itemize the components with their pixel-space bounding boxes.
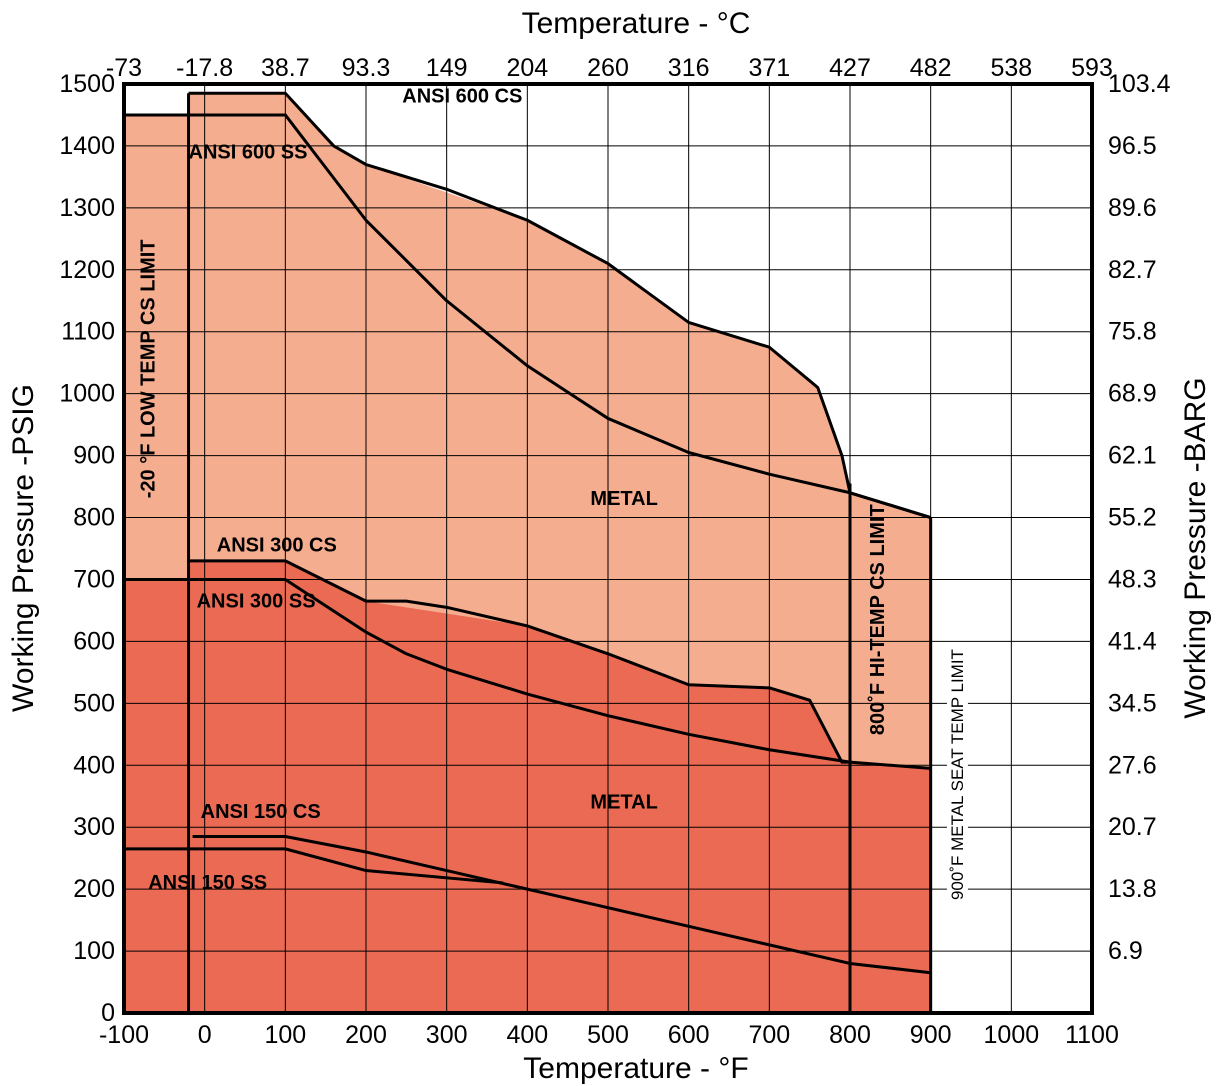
y2-tick-label-9: 68.9: [1108, 380, 1157, 408]
y-tick-label-0: 0: [101, 999, 115, 1027]
y-tick-label-7: 700: [73, 565, 115, 593]
series-label-ansi-300-cs: ANSI 300 CS: [217, 535, 337, 557]
y-tick-label-3: 300: [73, 813, 115, 841]
x2-tick-label-0: -73: [106, 54, 142, 82]
x2-tick-label-7: 316: [668, 54, 710, 82]
y-tick-label-11: 1100: [61, 318, 115, 346]
series-label-ansi-300-ss: ANSI 300 SS: [197, 590, 316, 612]
y-tick-label-6: 600: [73, 627, 115, 655]
x-tick-label-6: 500: [587, 1021, 629, 1049]
y-tick-label-2: 200: [73, 875, 115, 903]
y2-axis-title: Working Pressure -BARG: [1179, 377, 1212, 718]
y-tick-label-5: 500: [73, 689, 115, 717]
limits-layer: [187, 93, 933, 1013]
x-tick-label-4: 300: [426, 1021, 468, 1049]
x-tick-label-0: -100: [99, 1021, 149, 1049]
y2-tick-label-10: 75.8: [1108, 318, 1157, 346]
x2-tick-label-2: 38.7: [261, 54, 310, 82]
y2-tick-label-5: 41.4: [1108, 627, 1157, 655]
y-tick-label-10: 1000: [59, 380, 115, 408]
y2-tick-label-6: 48.3: [1108, 565, 1157, 593]
y2-tick-label-4: 34.5: [1108, 689, 1157, 717]
y2-tick-label-11: 82.7: [1108, 256, 1157, 284]
x2-tick-label-1: -17.8: [176, 54, 233, 82]
series-line-ansi-300-ss: [124, 577, 931, 770]
x-tick-label-2: 100: [264, 1021, 306, 1049]
x2-tick-label-5: 204: [506, 54, 548, 82]
y2-tick-label-1: 13.8: [1108, 875, 1157, 903]
x2-tick-label-11: 538: [990, 54, 1032, 82]
x2-tick-label-4: 149: [426, 54, 468, 82]
x-axis-title: Temperature - °F: [523, 1052, 748, 1085]
y-tick-label-8: 800: [73, 504, 115, 532]
x2-tick-label-10: 482: [910, 54, 952, 82]
limit-label-background: [946, 647, 968, 903]
y-tick-label-14: 1400: [59, 132, 115, 160]
x2-tick-label-6: 260: [587, 54, 629, 82]
x-tick-label-12: 1100: [1065, 1021, 1119, 1049]
x2-tick-label-9: 427: [829, 54, 871, 82]
x-tick-label-5: 400: [506, 1021, 548, 1049]
x2-tick-label-8: 371: [748, 54, 790, 82]
x2-axis-title: Temperature - °C: [522, 7, 751, 40]
y2-tick-label-7: 55.2: [1108, 504, 1157, 532]
x-tick-label-10: 900: [910, 1021, 952, 1049]
series-line-ansi-150-cs: [192, 834, 931, 975]
y2-tick-label-2: 20.7: [1108, 813, 1157, 841]
y2-tick-label-8: 62.1: [1108, 442, 1157, 470]
y2-tick-label-12: 89.6: [1108, 194, 1157, 222]
y-axis-title: Working Pressure -PSIG: [7, 384, 40, 712]
x-tick-label-3: 200: [345, 1021, 387, 1049]
series-label-ansi-150-ss: ANSI 150 SS: [148, 872, 267, 894]
series-line-ansi-150-ss: [124, 847, 504, 885]
y2-tick-label-13: 96.5: [1108, 132, 1157, 160]
x-tick-label-8: 700: [748, 1021, 790, 1049]
limit-label-20-f-low-temp-cs-limit: -20 °F LOW TEMP CS LIMIT: [138, 240, 160, 499]
ticks-layer: -100 -73 0 -17.8 100 38.7 200 93.3 300 149 400 204 5…: [59, 54, 1170, 1049]
y2-tick-label-0: 6.9: [1108, 937, 1143, 965]
plot-frame: [122, 82, 1094, 1015]
y2-tick-label-3: 27.6: [1108, 751, 1157, 779]
y-tick-label-4: 400: [73, 751, 115, 779]
series-layer: [124, 91, 932, 975]
x-tick-label-7: 600: [668, 1021, 710, 1049]
x-tick-label-1: 0: [198, 1021, 212, 1049]
labels-layer: METAL METAL ANSI 600 CS ANSI 600 SS ANSI 300…: [138, 86, 968, 903]
limit-label-800-f-hi-temp-cs-limit: 800˚F HI-TEMP CS LIMIT: [866, 504, 889, 735]
region-label-1: METAL: [590, 488, 657, 510]
series-label-ansi-600-ss: ANSI 600 SS: [189, 141, 308, 163]
x2-tick-label-12: 593: [1071, 54, 1113, 82]
y-tick-label-1: 100: [73, 937, 115, 965]
series-line-ansi-600-cs: [188, 91, 932, 519]
y-tick-label-15: 1500: [59, 70, 115, 98]
limit-label-900-f-metal-seat-temp-limit: 900˚F METAL SEAT TEMP LIMIT: [948, 649, 967, 900]
series-label-ansi-150-cs: ANSI 150 CS: [201, 801, 321, 823]
series-label-ansi-600-cs: ANSI 600 CS: [402, 86, 522, 108]
y-tick-label-12: 1200: [59, 256, 115, 284]
x2-tick-label-3: 93.3: [342, 54, 391, 82]
series-line-ansi-300-cs: [188, 559, 850, 764]
y-tick-label-9: 900: [73, 442, 115, 470]
series-line-ansi-600-ss: [124, 113, 932, 519]
x-tick-label-9: 800: [829, 1021, 871, 1049]
region-label-2: METAL: [590, 792, 657, 814]
y-tick-label-13: 1300: [59, 194, 115, 222]
y2-tick-label-14: 103.4: [1108, 70, 1171, 98]
x-tick-label-11: 1000: [984, 1021, 1040, 1049]
